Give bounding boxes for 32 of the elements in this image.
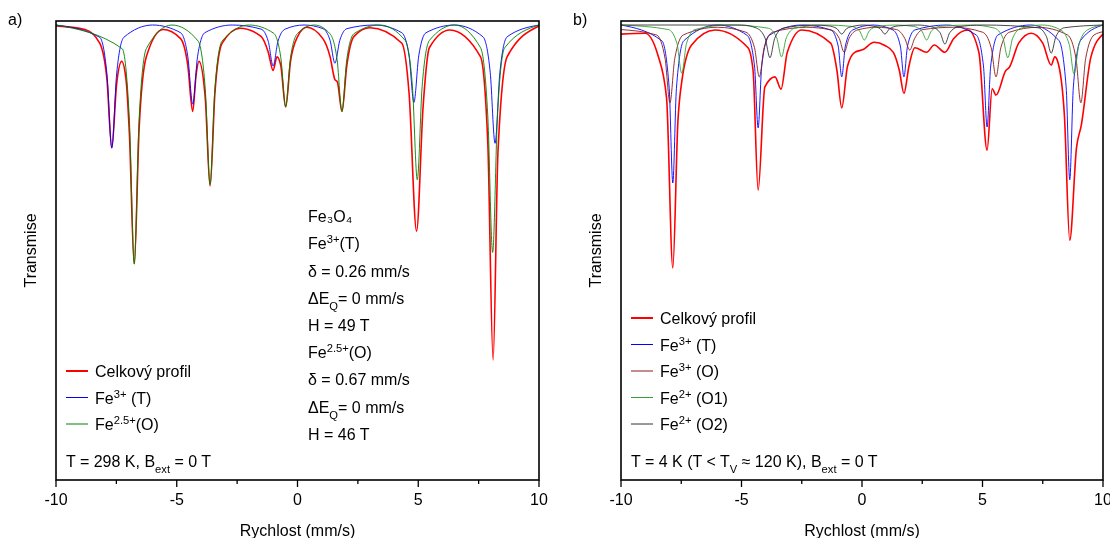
annotation: T = 4 K (T < T$_{V}$ ≈ 120 K), B$_{ext}$ = 0 T (631, 453, 878, 475)
annotation: H = 49 T (308, 317, 370, 334)
legend-label: Fe$^{3+}$ (O) (660, 361, 719, 380)
legend-label: Celkový profil (660, 310, 757, 327)
annotation: δ = 0.67 mm/s (308, 371, 410, 389)
x-tick-label: -5 (169, 491, 184, 508)
x-tick-label: 0 (857, 491, 867, 508)
x-tick-label: 5 (413, 491, 423, 508)
annotation: ΔE$_{Q}$= 0 mm/s (308, 398, 405, 421)
annotation: Fe$^{3+}$(T) (308, 233, 360, 253)
legend-label: Fe$^{3+}$ (T) (660, 334, 717, 354)
x-tick-label: -10 (44, 491, 68, 508)
y-axis-title: Transmise (587, 213, 604, 288)
annotation: Fe₃O₄ (308, 208, 353, 226)
annotation: H = 46 T (308, 425, 370, 443)
chart-title: b) (573, 11, 588, 28)
legend-label: Celkový profil (95, 363, 192, 380)
x-tick-label: 5 (978, 491, 988, 508)
x-tick-label: -10 (609, 491, 633, 508)
legend-label: Fe$^{2+}$ (O1) (660, 387, 728, 407)
chart-title: a) (8, 11, 23, 28)
x-tick-label: 10 (530, 491, 548, 508)
y-axis-title: Transmise (22, 213, 39, 288)
annotation: δ = 0.26 mm/s (308, 262, 410, 280)
legend-label: Fe$^{2.5+}$(O) (95, 414, 159, 433)
legend-label: Fe$^{2+}$ (O2) (660, 414, 728, 433)
annotation: T = 298 K, B$_{ext}$ = 0 T (66, 453, 212, 475)
x-tick-label: -5 (734, 491, 749, 508)
x-tick-label: 0 (293, 491, 303, 508)
annotation: Fe$^{2.5+}$(O) (308, 342, 372, 362)
legend-label: Fe$^{3+}$ (T) (95, 387, 152, 407)
annotation: ΔE$_{Q}$= 0 mm/s (308, 289, 405, 312)
